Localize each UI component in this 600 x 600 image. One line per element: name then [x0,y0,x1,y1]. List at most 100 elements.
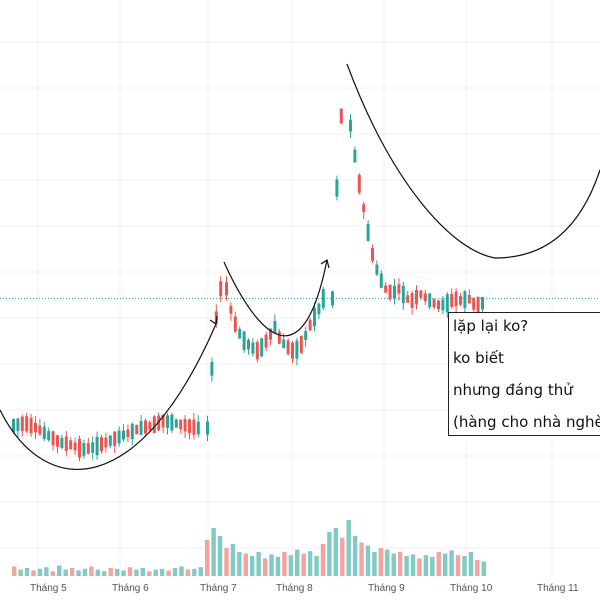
candle-body [12,419,15,433]
candle-body [393,285,396,299]
candle-body [371,248,374,261]
candle-body [379,273,383,288]
volume-bar [89,566,94,576]
volume-bar [410,554,416,576]
volume-bar [24,568,30,576]
x-tick: Tháng 5 [30,583,67,594]
candle-body [219,281,223,297]
candle-body [264,334,268,348]
candle-body [299,336,303,353]
cup-curve-3 [346,63,600,259]
volume-bar [179,566,184,576]
volume-bar [211,528,216,576]
candle-body [432,299,436,308]
volume-bar [320,544,326,576]
volume-bar [307,551,313,576]
volume-bar [442,553,448,576]
candle-body [126,429,130,438]
annotation-box[interactable]: lặp lại ko? ko biết nhưng đáng thử (hàng… [448,312,600,436]
candle-body [277,331,281,344]
volume-bar [108,568,113,576]
candle-body [286,340,290,355]
volume-bar [114,568,120,576]
volume-bar [333,528,339,576]
cup-curve-1 [0,323,217,470]
candle-body [459,296,462,305]
candle-body [95,436,99,456]
volume-bar [365,545,371,576]
candle-body [388,284,392,300]
candle-body [122,430,125,440]
volume-bar [140,568,146,576]
candle-body [86,443,90,454]
candle-body [117,430,121,444]
candle-body [25,416,29,432]
candle-body [472,297,476,310]
candle-body [60,437,64,448]
volume-bar [192,568,197,576]
candle-body [233,316,237,332]
candle-body [206,421,209,435]
candle-body [104,437,108,448]
candle-body [441,299,445,311]
candle-body [353,149,357,163]
volume-bar [436,552,441,576]
drawing-curves [0,63,600,470]
volume-bar [430,556,435,576]
volume-bar [134,569,139,576]
candle-body [51,431,55,446]
x-tick: Tháng 9 [368,583,405,594]
candle-body [56,435,59,447]
candle-body [170,414,174,431]
candle-body [210,361,214,376]
volume-bar [63,569,68,576]
candle-body [130,423,134,439]
volume-bar [57,565,62,576]
volume-bar [82,568,88,576]
x-axis: Tháng 5 Tháng 6 Tháng 7 Tháng 8 Tháng 9 … [30,583,579,594]
candle-body [295,340,299,359]
candle-body [406,295,410,303]
cup-curve-2 [223,259,328,337]
candle-body [78,438,81,458]
candle-body [397,284,401,294]
x-tick: Tháng 11 [537,583,579,594]
candle-body [375,264,379,275]
candlesticks [12,108,484,462]
annotation-line: ko biết [453,349,504,367]
volume-bar [397,552,403,576]
candle-body [108,435,112,446]
candle-body [362,204,366,213]
candle-body [304,331,308,340]
candle-body [331,291,334,306]
volume-bar [102,571,107,576]
candle-body [47,430,51,441]
volume-bar [69,568,75,576]
candle-body [260,338,264,357]
candle-body [229,305,233,314]
candle-body [135,424,139,435]
annotation-line: lặp lại ko? [453,317,529,335]
volume-bar [462,556,467,576]
candle-body [139,421,143,435]
volume-bar [327,532,332,576]
annotation-line: nhưng đáng thử [453,381,573,399]
candle-body [401,285,405,304]
arrow-head-2 [320,259,330,269]
volume-bar [301,553,306,576]
grid-lines [0,0,600,576]
candle-body [384,285,388,293]
candle-body [152,416,156,434]
candle-body [225,282,228,296]
candle-body [179,419,183,430]
volume-bar [340,537,345,576]
volume-bar [359,542,364,576]
candle-body [148,422,152,431]
volume-bar [12,566,17,576]
volume-bar [172,568,178,576]
candle-body [242,331,246,351]
candle-body [415,290,418,305]
volume-bar [391,553,396,576]
candle-body [282,339,286,349]
